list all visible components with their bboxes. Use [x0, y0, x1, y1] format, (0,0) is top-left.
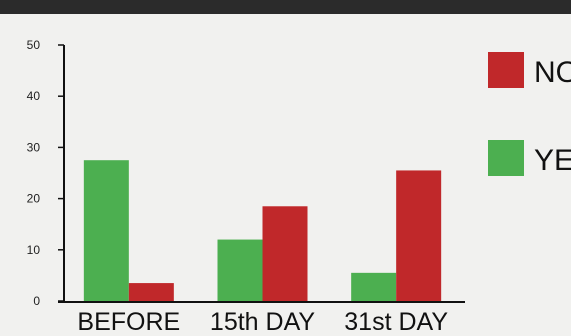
bar-yes-31st-day [351, 272, 397, 301]
y-tick-label: 20 [27, 192, 41, 206]
y-tick-label: 0 [33, 294, 40, 308]
x-category-label: 15th DAY [210, 308, 315, 336]
category-labels: BEFORE 15th DAY 31st DAY [77, 308, 448, 336]
bar-no-15th-day [262, 206, 308, 301]
legend-label-no: NO [534, 56, 571, 89]
chart-axes: 0 10 20 30 40 50 [27, 38, 465, 308]
bar-yes-before [83, 160, 129, 301]
legend-swatch-yes [488, 140, 524, 176]
x-category-label: 31st DAY [344, 308, 448, 336]
y-tick-label: 30 [27, 140, 41, 154]
y-tick-label: 40 [27, 89, 41, 103]
y-tick-label: 10 [27, 243, 41, 257]
bar-no-before [128, 283, 174, 301]
chart-bars [83, 160, 442, 301]
chart-legend: NO YES [488, 52, 571, 177]
legend-swatch-no [488, 52, 524, 88]
y-tick-label: 50 [27, 38, 41, 52]
bar-yes-15th-day [217, 239, 263, 301]
legend-label-yes: YES [534, 144, 571, 177]
bar-no-31st-day [396, 170, 442, 301]
x-category-label: BEFORE [77, 308, 180, 336]
